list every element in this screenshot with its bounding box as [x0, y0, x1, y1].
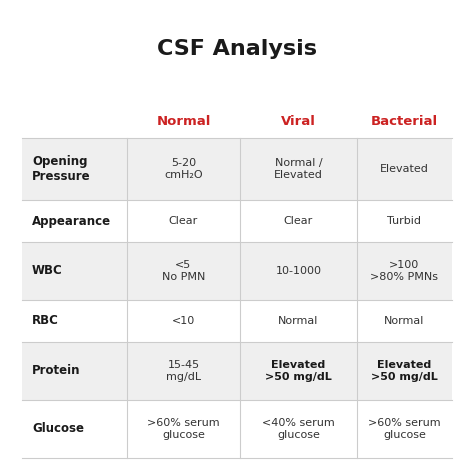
Text: 15-45
mg/dL: 15-45 mg/dL [166, 360, 201, 382]
Text: Normal /
Elevated: Normal / Elevated [274, 158, 323, 180]
Bar [22, 138, 452, 200]
Text: <5
No PMN: <5 No PMN [162, 260, 205, 282]
Bar [22, 400, 452, 458]
Text: Elevated: Elevated [380, 164, 429, 174]
Bar [22, 342, 452, 400]
Text: WBC: WBC [32, 264, 63, 277]
Text: Glucose: Glucose [32, 422, 84, 436]
Text: Protein: Protein [32, 365, 81, 377]
Text: Opening
Pressure: Opening Pressure [32, 155, 91, 183]
Text: >60% serum
glucose: >60% serum glucose [147, 418, 220, 440]
Text: Clear: Clear [169, 216, 198, 226]
Text: 5-20
cmH₂O: 5-20 cmH₂O [164, 158, 203, 180]
Text: Viral: Viral [281, 115, 316, 128]
Text: 10-1000: 10-1000 [275, 266, 321, 276]
Text: >100
>80% PMNs: >100 >80% PMNs [371, 260, 438, 282]
Text: CSF Analysis: CSF Analysis [157, 39, 317, 59]
Text: Bacterial: Bacterial [371, 115, 438, 128]
Text: Elevated
>50 mg/dL: Elevated >50 mg/dL [371, 360, 438, 382]
Bar [22, 300, 452, 342]
Text: Appearance: Appearance [32, 215, 111, 228]
Text: <10: <10 [172, 316, 195, 326]
Text: >60% serum
glucose: >60% serum glucose [368, 418, 441, 440]
Text: Turbid: Turbid [388, 216, 421, 226]
Text: Elevated
>50 mg/dL: Elevated >50 mg/dL [265, 360, 332, 382]
Text: Normal: Normal [278, 316, 319, 326]
Bar [22, 242, 452, 300]
Text: Normal: Normal [156, 115, 210, 128]
Bar [22, 200, 452, 242]
Text: RBC: RBC [32, 315, 59, 328]
Text: Clear: Clear [284, 216, 313, 226]
Text: Normal: Normal [384, 316, 425, 326]
Text: <40% serum
glucose: <40% serum glucose [262, 418, 335, 440]
